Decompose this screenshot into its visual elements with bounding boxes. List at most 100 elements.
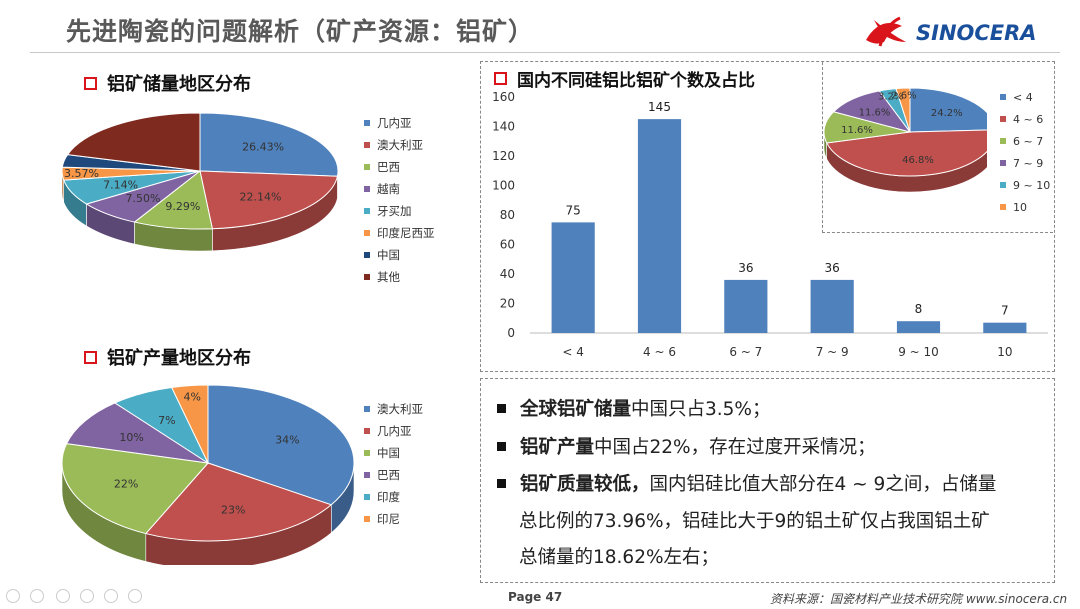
legend-swatch	[364, 494, 370, 500]
bar-value-label: 8	[915, 302, 923, 316]
legend-swatch	[364, 516, 370, 522]
y-tick-label: 120	[492, 149, 515, 163]
legend-swatch	[364, 428, 370, 434]
legend-label: 越南	[377, 182, 400, 196]
reserves-section-title: 铝矿储量地区分布	[84, 70, 251, 96]
bar-value-label: 145	[648, 100, 671, 114]
legend-item: 中国	[364, 244, 435, 266]
bullet-text: 中国占22%，存在过度开采情况；	[594, 437, 876, 458]
slice-label-1: 22.14%	[240, 190, 282, 203]
legend-swatch	[364, 252, 370, 258]
legend-item: 澳大利亚	[364, 398, 423, 420]
bullet-text: 国内铝硅比值大部分在4 ~ 9之间，占储量	[649, 474, 997, 495]
bar-2	[724, 279, 768, 333]
logo-icon: SINOCERA	[866, 16, 1037, 47]
legend-label: 巴西	[377, 160, 400, 174]
legend-label: 9 ~ 10	[1013, 178, 1051, 192]
reserves-legend: 几内亚澳大利亚巴西越南牙买加印度尼西亚中国其他	[364, 112, 435, 288]
more-icon[interactable]	[128, 589, 142, 603]
legend-item: 印尼	[364, 508, 423, 530]
slice-label-4: 3.2%	[878, 91, 903, 102]
ratio-pie-chart: 24.2% 46.8% 11.6% 11.6% 3.2%2.6%	[823, 87, 987, 193]
legend-label: 6 ~ 7	[1013, 134, 1044, 148]
legend-label: 印度	[377, 490, 400, 504]
legend-label: 印度尼西亚	[377, 226, 435, 240]
legend-item: 其他	[364, 266, 435, 288]
bullet-square-icon	[84, 76, 97, 90]
sinocera-logo: SINOCERA	[860, 12, 1050, 52]
x-tick-label: 9 ~ 10	[898, 345, 939, 359]
legend-item: 巴西	[364, 156, 435, 178]
legend-item: 印度	[364, 486, 423, 508]
legend-label: 中国	[377, 248, 400, 262]
nav-back-icon[interactable]	[6, 589, 20, 603]
ratio-legend: < 4 4 ~ 6 6 ~ 7 7 ~ 9 9 ~ 10 10	[1000, 86, 1050, 218]
slides-icon[interactable]	[80, 589, 94, 603]
slice-label-5: 4%	[184, 390, 201, 403]
y-tick-label: 60	[500, 238, 515, 252]
slice-5	[895, 87, 911, 133]
slice-3	[65, 402, 209, 464]
legend-label: 4 ~ 6	[1013, 112, 1044, 126]
bar-value-label: 7	[1001, 304, 1009, 318]
slice-3	[832, 90, 912, 133]
page-title: 先进陶瓷的问题解析（矿产资源：铝矿）	[66, 17, 535, 46]
legend-swatch	[1000, 116, 1006, 122]
legend-label: 印尼	[377, 512, 400, 526]
bar-5	[983, 322, 1027, 333]
bullet-reserves: 全球铝矿储量中国只占3.5%；	[497, 395, 771, 421]
legend-swatch	[1000, 160, 1006, 166]
nav-forward-icon[interactable]	[30, 589, 44, 603]
slice-label-4: 7.14%	[103, 178, 138, 191]
bullet-production: 铝矿产量中国占22%，存在过度开采情况；	[497, 433, 876, 459]
legend-label: 巴西	[377, 468, 400, 482]
legend-item: 几内亚	[364, 420, 423, 442]
pen-icon[interactable]	[56, 589, 70, 603]
legend-item: 牙买加	[364, 200, 435, 222]
bullet-bold: 铝矿产量	[520, 437, 595, 458]
x-tick-label: 10	[997, 345, 1012, 359]
legend-swatch	[1000, 204, 1006, 210]
ratio-bar-panel	[480, 61, 1055, 372]
legend-swatch	[1000, 182, 1006, 188]
bar-0	[551, 222, 595, 333]
legend-label: 澳大利亚	[377, 138, 423, 152]
production-section-title: 铝矿产量地区分布	[84, 344, 251, 370]
slice-label-0: 26.43%	[242, 141, 284, 154]
slice-label-1: 46.8%	[902, 155, 934, 166]
legend-label: < 4	[1013, 90, 1033, 104]
bullet-icon	[497, 441, 506, 451]
legend-swatch	[364, 142, 370, 148]
slice-0	[909, 87, 987, 133]
y-tick-label: 0	[507, 326, 515, 340]
bullet-icon	[497, 403, 506, 413]
legend-item: 澳大利亚	[364, 134, 435, 156]
legend-item: 中国	[364, 442, 423, 464]
slice-7	[66, 112, 201, 172]
slice-label-2: 9.29%	[165, 200, 200, 213]
slice-label-3: 11.6%	[859, 108, 891, 119]
legend-swatch	[364, 472, 370, 478]
y-tick-label: 100	[492, 179, 515, 193]
slice-label-2: 22%	[114, 478, 138, 491]
legend-swatch	[364, 230, 370, 236]
y-tick-label: 140	[492, 120, 515, 134]
slice-label-3: 7.50%	[125, 192, 160, 205]
ratio-section-title: 国内不同硅铝比铝矿个数及占比	[494, 66, 755, 91]
legend-swatch	[364, 406, 370, 412]
slice-label-4: 7%	[158, 414, 175, 427]
bar-3	[810, 279, 854, 333]
y-tick-label: 40	[500, 267, 515, 281]
y-tick-label: 20	[500, 297, 515, 311]
bullet-bold: 全球铝矿储量	[520, 399, 632, 420]
slice-label-2: 11.6%	[841, 125, 873, 136]
legend-swatch	[364, 274, 370, 280]
bullet-quality: 铝矿质量较低，国内铝硅比值大部分在4 ~ 9之间，占储量	[497, 470, 996, 496]
slice-2	[823, 111, 911, 144]
legend-item: 10	[1000, 196, 1050, 218]
legend-item: 几内亚	[364, 112, 435, 134]
page-number: Page 47	[508, 590, 563, 604]
slice-2	[133, 170, 213, 230]
zoom-icon[interactable]	[104, 589, 118, 603]
title-divider	[30, 52, 1060, 53]
